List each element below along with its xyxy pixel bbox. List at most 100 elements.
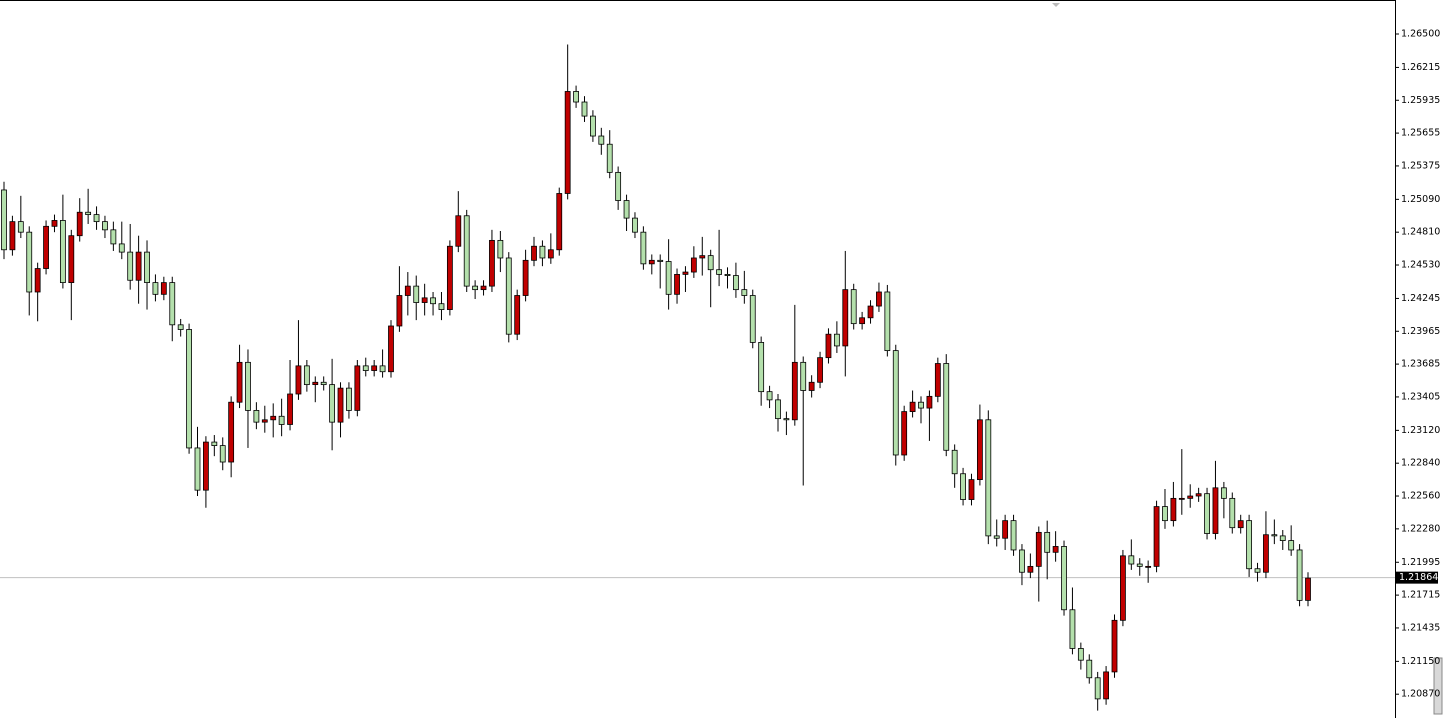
candle-body	[43, 225, 49, 269]
y-tick-label: 1.23120	[1401, 425, 1440, 436]
candle-body	[472, 285, 479, 291]
candle-body	[17, 221, 24, 233]
candle-body	[34, 268, 41, 293]
candle-body	[884, 291, 891, 352]
candle-body	[674, 273, 680, 295]
candle-body	[211, 441, 218, 446]
candle-body	[800, 361, 807, 391]
candle-body	[1153, 506, 1160, 567]
candle-body	[446, 245, 453, 310]
y-tick-label: 1.22280	[1401, 523, 1440, 534]
candle-body	[825, 333, 832, 359]
candle-body	[682, 271, 689, 275]
candle-body	[219, 445, 226, 463]
candle-body	[539, 245, 546, 259]
candle-body	[749, 295, 756, 343]
candle-body	[497, 239, 504, 259]
candle-body	[707, 255, 714, 271]
candle-body	[354, 365, 361, 411]
candle-body	[337, 387, 344, 423]
candle-body	[960, 473, 966, 500]
candle-body	[993, 535, 1000, 539]
candle-body	[9, 221, 16, 251]
candle-body	[934, 363, 941, 397]
candle-body	[1178, 497, 1185, 500]
candle-body	[438, 303, 445, 310]
candle-body	[1229, 497, 1236, 529]
y-tick-label: 1.21150	[1401, 656, 1440, 667]
candle-body	[110, 229, 117, 245]
candle-body	[1002, 520, 1009, 539]
candle-body	[909, 401, 916, 412]
y-tick-label: 1.22560	[1401, 491, 1440, 502]
candle-body	[169, 282, 176, 326]
candle-body	[26, 231, 33, 293]
plot-area	[0, 44, 1395, 711]
candle-body	[388, 325, 394, 373]
candle-body	[859, 317, 866, 325]
candle-body	[926, 395, 933, 409]
candle-body	[1296, 549, 1303, 601]
candle-body	[615, 171, 622, 201]
y-tick-label: 1.26215	[1401, 62, 1440, 73]
candle-body	[1187, 495, 1194, 499]
candle-body	[1094, 677, 1101, 700]
candle-body	[850, 289, 857, 325]
candle-body	[1120, 555, 1126, 621]
candle-body	[1035, 531, 1042, 567]
candle-body	[632, 217, 638, 233]
y-tick-label: 1.22840	[1401, 458, 1440, 469]
candle-body	[1279, 535, 1286, 541]
candle-body	[985, 419, 992, 537]
candle-body	[1, 189, 7, 251]
candle-body	[951, 449, 958, 475]
candle-body	[76, 211, 83, 237]
candle-body	[1086, 659, 1093, 679]
candle-body	[640, 231, 647, 265]
candle-body	[1061, 546, 1067, 611]
candle-body	[590, 115, 596, 137]
y-tick-label: 1.21995	[1401, 557, 1440, 568]
candle-body	[236, 361, 243, 403]
candle-body	[346, 387, 352, 411]
candle-body	[564, 91, 571, 194]
candle-body	[791, 361, 798, 421]
candle-body	[573, 91, 579, 103]
y-tick-label: 1.24530	[1401, 260, 1440, 271]
candle-body	[93, 214, 100, 223]
price-axis: 1.26500 1.26215 1.25935 1.25655 1.25375 1.250…	[1395, 29, 1440, 700]
candle-body	[531, 245, 537, 261]
candle-body	[724, 273, 731, 276]
candle-body	[581, 101, 588, 117]
candle-body	[833, 333, 840, 347]
candle-body	[278, 415, 285, 425]
y-tick-label: 1.25655	[1401, 128, 1440, 139]
candle-body	[808, 381, 815, 391]
candle-body	[463, 215, 470, 287]
candle-body	[1246, 520, 1253, 570]
candle-body	[194, 447, 201, 491]
candle-body	[842, 289, 849, 347]
candle-body	[867, 305, 874, 319]
candle-body	[968, 479, 975, 500]
candle-body	[51, 220, 58, 227]
current-price-label: 1.21864	[1399, 572, 1438, 583]
candle-body	[1128, 555, 1135, 565]
candle-body	[253, 410, 260, 423]
candle-body	[85, 211, 92, 215]
y-tick-label: 1.24245	[1401, 293, 1440, 304]
candle-body	[127, 251, 134, 281]
candle-body	[733, 275, 739, 291]
candle-body	[1010, 520, 1017, 551]
candle-body	[1305, 577, 1311, 601]
candle-body	[203, 441, 209, 491]
candle-body	[876, 291, 882, 307]
candle-body	[901, 411, 908, 456]
candle-body	[186, 329, 192, 449]
y-tick-label: 1.21715	[1401, 590, 1440, 601]
candle-body	[295, 365, 302, 395]
y-tick-label: 1.25375	[1401, 160, 1440, 171]
scrollbar	[1433, 657, 1443, 715]
